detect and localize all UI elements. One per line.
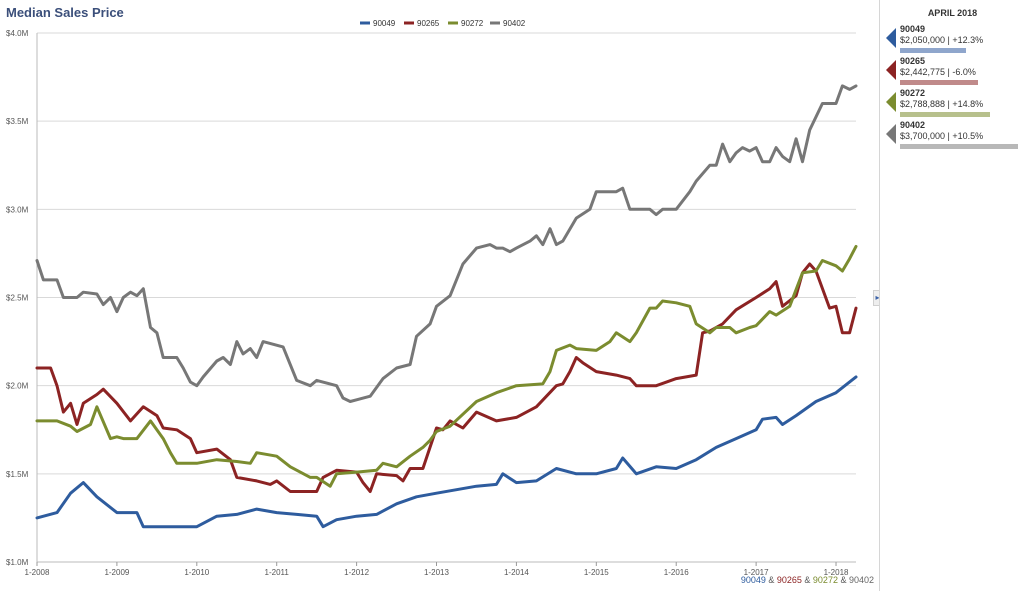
legend-label: 90402 <box>503 19 526 28</box>
panel-item-stat: $2,788,888 | +14.8% <box>900 99 984 109</box>
axes: $1.0M $1.5M $2.0M $2.5M $3.0M $3.5M $4.0M 1-200… <box>6 29 856 577</box>
panel-item-90049[interactable]: 90049 $2,050,000 | +12.3% <box>880 24 1024 56</box>
x-tick-label: 1-2018 <box>824 568 849 577</box>
y-tick-label: $3.0M <box>6 205 29 214</box>
y-tick-label: $2.5M <box>6 294 29 303</box>
series-line-90402 <box>35 84 858 403</box>
legend-label: 90265 <box>417 19 440 28</box>
panel-item-zip: 90049 <box>900 24 926 34</box>
chart-title: Median Sales Price <box>6 5 124 20</box>
panel-item-90265[interactable]: 90265 $2,442,775 | -6.0% <box>880 56 1024 88</box>
triangle-marker-icon <box>886 60 896 80</box>
y-tick-label: $4.0M <box>6 29 29 38</box>
footer-series-list: 90049 & 90265 & 90272 & 90402 <box>741 575 874 585</box>
x-tick-label: 1-2014 <box>504 568 529 577</box>
panel-item-90402[interactable]: 90402 $3,700,000 | +10.5% <box>880 120 1024 152</box>
x-tick-label: 1-2016 <box>664 568 689 577</box>
y-tick-label: $2.0M <box>6 382 29 391</box>
panel-item-bar <box>900 80 978 85</box>
side-panel: APRIL 2018 90049 $2,050,000 | +12.3% 902… <box>879 0 1024 591</box>
x-tick-label: 1-2009 <box>104 568 129 577</box>
footer-separator: & <box>765 575 777 585</box>
y-tick-label: $3.5M <box>6 117 29 126</box>
series-line-90272 <box>35 244 858 488</box>
series-lines <box>35 84 858 529</box>
x-tick-label: 1-2013 <box>424 568 449 577</box>
footer-series-90272[interactable]: 90272 <box>812 575 838 585</box>
panel-item-stat: $3,700,000 | +10.5% <box>900 131 984 141</box>
legend: 90049 90265 90272 90402 <box>360 19 526 28</box>
panel-item-zip: 90265 <box>900 56 926 66</box>
triangle-marker-icon <box>886 28 896 48</box>
x-tick-label: 1-2017 <box>744 568 769 577</box>
series-line-90049 <box>35 375 858 529</box>
legend-label: 90272 <box>461 19 484 28</box>
panel-item-zip: 90402 <box>900 120 926 130</box>
triangle-marker-icon <box>886 92 896 112</box>
panel-item-stat: $2,442,775 | -6.0% <box>900 67 976 77</box>
footer-series-90265[interactable]: 90265 <box>776 575 802 585</box>
x-tick-label: 1-2011 <box>265 568 290 577</box>
panel-item-stat: $2,050,000 | +12.3% <box>900 35 984 45</box>
x-tick-label: 1-2008 <box>25 568 50 577</box>
y-tick-label: $1.0M <box>6 558 29 567</box>
panel-item-bar <box>900 112 990 117</box>
x-tick-label: 1-2010 <box>184 568 209 577</box>
line-chart: $1.0M $1.5M $2.0M $2.5M $3.0M $3.5M $4.0M 1-200… <box>6 19 858 577</box>
footer-separator: & <box>801 575 813 585</box>
chevron-right-icon: ▸ <box>875 293 880 302</box>
panel-item-zip: 90272 <box>900 88 926 98</box>
panel-toggle-button[interactable]: ▸ <box>873 290 881 306</box>
x-tick-label: 1-2015 <box>584 568 609 577</box>
x-tick-label: 1-2012 <box>344 568 369 577</box>
triangle-marker-icon <box>886 124 896 144</box>
panel-item-bar <box>900 144 1018 149</box>
footer-separator: & <box>837 575 849 585</box>
panel-item-90272[interactable]: 90272 $2,788,888 | +14.8% <box>880 88 1024 120</box>
y-tick-label: $1.5M <box>6 470 29 479</box>
panel-date: APRIL 2018 <box>927 8 978 18</box>
footer-series-90049[interactable]: 90049 <box>740 575 766 585</box>
legend-label: 90049 <box>373 19 396 28</box>
panel-item-bar <box>900 48 966 53</box>
footer-series-90402[interactable]: 90402 <box>848 575 874 585</box>
